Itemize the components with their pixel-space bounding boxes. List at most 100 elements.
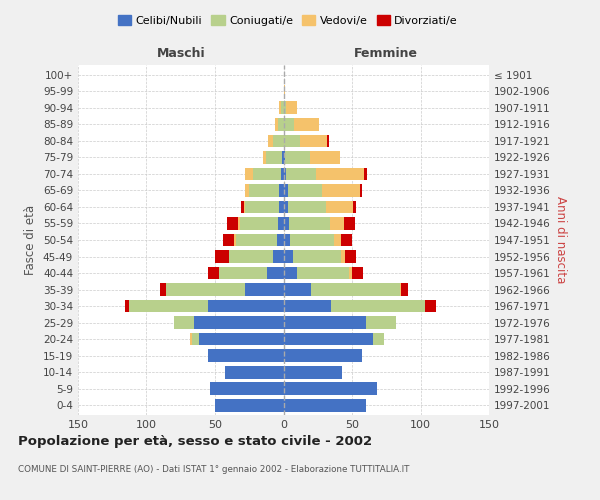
Bar <box>284 234 290 246</box>
Bar <box>192 332 199 345</box>
Bar <box>364 168 367 180</box>
Bar <box>400 283 401 296</box>
Bar <box>223 234 234 246</box>
Bar <box>229 250 272 263</box>
Bar <box>297 266 349 280</box>
Bar <box>344 217 355 230</box>
Bar <box>284 184 287 197</box>
Bar <box>215 250 229 263</box>
Bar <box>331 300 425 312</box>
Bar <box>160 283 166 296</box>
Bar <box>245 168 253 180</box>
Bar <box>275 118 278 131</box>
Bar <box>366 316 396 329</box>
Bar <box>360 184 362 197</box>
Bar <box>278 118 284 131</box>
Bar <box>272 134 284 147</box>
Bar <box>295 118 319 131</box>
Bar <box>293 250 341 263</box>
Bar <box>284 200 287 213</box>
Bar <box>253 168 281 180</box>
Bar <box>284 266 297 280</box>
Bar <box>300 134 328 147</box>
Bar <box>284 382 377 395</box>
Bar <box>209 382 284 395</box>
Bar <box>199 332 284 345</box>
Text: Femmine: Femmine <box>354 47 418 60</box>
Bar <box>353 200 356 213</box>
Legend: Celibi/Nubili, Coniugati/e, Vedovi/e, Divorziati/e: Celibi/Nubili, Coniugati/e, Vedovi/e, Di… <box>113 10 463 30</box>
Bar <box>236 234 277 246</box>
Bar <box>245 283 284 296</box>
Bar <box>277 234 284 246</box>
Bar <box>208 349 284 362</box>
Bar <box>239 217 278 230</box>
Bar <box>281 102 284 114</box>
Bar <box>341 234 352 246</box>
Y-axis label: Fasce di età: Fasce di età <box>25 205 37 275</box>
Bar <box>272 250 284 263</box>
Bar <box>352 266 363 280</box>
Bar <box>208 300 284 312</box>
Bar <box>326 200 353 213</box>
Bar <box>341 250 345 263</box>
Text: COMUNE DI SAINT-PIERRE (AO) - Dati ISTAT 1° gennaio 2002 - Elaborazione TUTTITAL: COMUNE DI SAINT-PIERRE (AO) - Dati ISTAT… <box>18 465 409 474</box>
Bar <box>330 217 344 230</box>
Bar <box>278 217 284 230</box>
Bar <box>345 250 356 263</box>
Bar <box>284 316 366 329</box>
Bar <box>266 151 282 164</box>
Bar <box>311 283 400 296</box>
Bar <box>238 217 239 230</box>
Bar <box>284 300 331 312</box>
Bar <box>219 266 267 280</box>
Bar <box>245 184 249 197</box>
Bar <box>284 398 366 411</box>
Y-axis label: Anni di nascita: Anni di nascita <box>554 196 567 284</box>
Bar <box>284 168 286 180</box>
Bar <box>224 366 284 378</box>
Bar <box>284 102 286 114</box>
Text: Maschi: Maschi <box>157 47 205 60</box>
Bar <box>166 283 245 296</box>
Bar <box>284 85 285 98</box>
Bar <box>263 151 266 164</box>
Bar <box>280 102 281 114</box>
Bar <box>284 366 343 378</box>
Bar <box>128 300 208 312</box>
Bar <box>316 168 364 180</box>
Bar <box>334 234 341 246</box>
Bar <box>284 349 362 362</box>
Bar <box>284 283 311 296</box>
Bar <box>268 134 272 147</box>
Bar <box>349 266 352 280</box>
Bar <box>373 332 383 345</box>
Bar <box>280 184 284 197</box>
Bar <box>287 184 322 197</box>
Bar <box>281 168 284 180</box>
Bar <box>286 168 316 180</box>
Bar <box>287 200 326 213</box>
Bar <box>285 151 310 164</box>
Bar <box>174 316 194 329</box>
Bar <box>322 184 360 197</box>
Text: Popolazione per età, sesso e stato civile - 2002: Popolazione per età, sesso e stato civil… <box>18 435 372 448</box>
Bar <box>328 134 329 147</box>
Bar <box>289 217 330 230</box>
Bar <box>280 200 284 213</box>
Bar <box>284 217 289 230</box>
Bar <box>190 332 192 345</box>
Bar <box>249 184 280 197</box>
Bar <box>284 332 373 345</box>
Bar <box>267 266 284 280</box>
Bar <box>284 134 300 147</box>
Bar <box>401 283 408 296</box>
Bar <box>234 234 236 246</box>
Bar <box>284 151 285 164</box>
Bar <box>245 200 280 213</box>
Bar <box>284 118 295 131</box>
Bar <box>244 200 245 213</box>
Bar <box>310 151 340 164</box>
Bar <box>227 217 238 230</box>
Bar <box>215 398 284 411</box>
